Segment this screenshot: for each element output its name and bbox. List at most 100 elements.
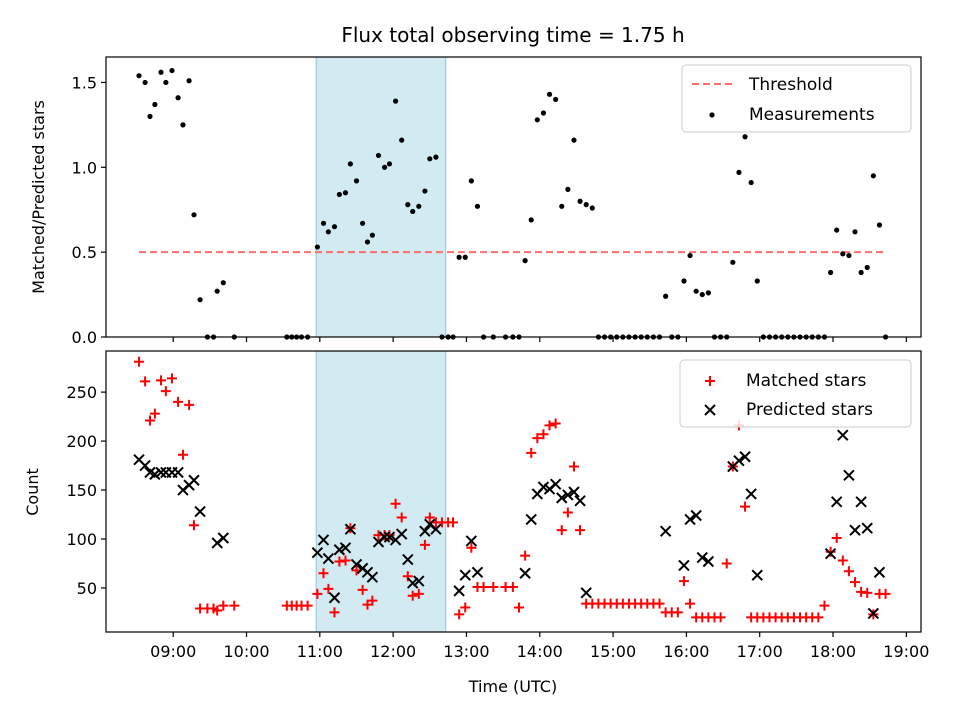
matched-stars-point xyxy=(188,520,199,531)
measurement-point xyxy=(433,154,439,160)
matched-stars-point xyxy=(229,600,240,611)
measurement-point xyxy=(681,278,687,284)
predicted-stars-point xyxy=(194,505,206,518)
matched-stars-point xyxy=(488,581,499,592)
predicted-stars-point xyxy=(402,553,414,566)
matched-stars-point xyxy=(407,590,418,601)
measurement-point xyxy=(742,134,748,140)
measurement-point xyxy=(386,161,393,167)
chart-title: Flux total observing time = 1.75 h xyxy=(341,23,684,47)
measurement-point xyxy=(136,73,142,79)
x-axis-label: Time (UTC) xyxy=(468,677,557,696)
x-tick-label: 15:00 xyxy=(590,642,636,661)
measurement-point xyxy=(427,156,433,162)
shaded-interval xyxy=(315,56,447,338)
measurement-point xyxy=(375,152,382,159)
bottom-panel: 50 100 150 200 250 09:00 10:00 11:00 12:00 13:00 1… xyxy=(66,350,929,661)
measurement-point xyxy=(546,91,553,97)
measurement-point xyxy=(163,79,169,86)
predicted-stars-point xyxy=(867,607,880,620)
measurement-point xyxy=(468,178,474,184)
y-tick-label: 0.0 xyxy=(72,328,97,347)
measurement-point xyxy=(748,179,754,186)
predicted-stars-point xyxy=(830,496,843,508)
measurement-point xyxy=(852,229,858,235)
predicted-stars-point xyxy=(350,558,363,571)
matched-stars-point xyxy=(396,512,407,523)
measurement-point xyxy=(147,113,153,119)
matched-stars-point xyxy=(740,501,751,512)
predicted-stars-point xyxy=(188,474,200,486)
y-tick-label: 200 xyxy=(66,432,97,451)
measurement-point xyxy=(589,205,595,211)
matched-stars-point xyxy=(413,588,424,599)
measurement-point xyxy=(191,212,197,218)
predicted-stars-point xyxy=(824,547,837,560)
measurement-point xyxy=(359,220,366,226)
predicted-stars-point xyxy=(684,513,696,526)
matched-stars-point xyxy=(513,602,524,613)
legend-measurements-swatch xyxy=(709,112,715,118)
x-tick-label: 10:00 xyxy=(223,642,269,661)
predicted-stars-point xyxy=(562,489,574,501)
matched-stars-point xyxy=(177,449,188,460)
measurement-point xyxy=(876,222,883,228)
predicted-stars-point xyxy=(580,587,592,599)
matched-stars-point xyxy=(672,607,683,618)
measurement-point xyxy=(169,67,175,74)
x-tick-label: 09:00 xyxy=(150,642,196,661)
predicted-stars-point xyxy=(659,525,672,537)
matched-stars-point xyxy=(184,399,195,410)
predicted-stars-point xyxy=(311,546,324,559)
predicted-stars-point xyxy=(702,555,715,568)
predicted-stars-point xyxy=(678,559,690,572)
measurement-point xyxy=(577,198,583,204)
legend: Threshold Measurements xyxy=(681,64,912,133)
predicted-stars-point xyxy=(843,469,855,482)
x-tick-label: 18:00 xyxy=(810,642,856,661)
predicted-stars-point xyxy=(395,528,408,540)
measurement-point xyxy=(565,186,571,192)
y-tick-label: 0.5 xyxy=(72,243,97,262)
y-tick-label: 1.0 xyxy=(72,158,97,177)
measurement-point xyxy=(347,161,353,167)
measurement-point xyxy=(142,79,148,86)
matched-stars-point xyxy=(562,507,573,518)
measurement-point xyxy=(320,220,327,226)
matched-stars-point xyxy=(478,581,489,592)
measurement-point xyxy=(336,191,342,198)
measurement-point xyxy=(399,137,405,143)
top-y-axis-label: Matched/Predicted stars xyxy=(29,100,48,294)
measurement-point xyxy=(687,252,693,259)
predicted-stars-point xyxy=(519,567,531,579)
measurement-point xyxy=(540,110,547,116)
matched-stars-point xyxy=(520,550,531,561)
top-panel: 0.0 0.5 1.0 1.5 Threshold Measurements xyxy=(72,56,922,347)
measurement-point xyxy=(474,203,481,209)
matched-stars-point xyxy=(312,588,323,599)
matched-stars-point xyxy=(133,356,144,367)
predicted-stars-point xyxy=(574,495,586,507)
predicted-stars-point xyxy=(739,451,751,463)
measurement-point xyxy=(314,244,320,250)
y-tick-label: 50 xyxy=(77,579,97,598)
predicted-stars-point xyxy=(549,478,562,490)
matched-stars-point xyxy=(144,415,155,426)
matched-stars-point xyxy=(819,600,830,611)
matched-stars-point xyxy=(329,607,340,618)
matched-stars-point xyxy=(173,396,184,407)
measurement-point xyxy=(220,280,226,286)
predicted-stars-point xyxy=(413,575,425,587)
predicted-stars-point xyxy=(465,535,478,547)
matched-stars-point xyxy=(160,386,171,397)
matched-stars-point xyxy=(218,600,229,611)
matched-stars-point xyxy=(323,583,334,594)
x-tick-label: 12:00 xyxy=(370,642,416,661)
matched-stars-point xyxy=(419,539,430,550)
matched-stars-point xyxy=(654,598,665,609)
measurement-point xyxy=(663,293,669,299)
legend-threshold-label: Threshold xyxy=(748,75,833,95)
legend-box xyxy=(679,359,912,428)
predicted-stars-point xyxy=(378,531,391,543)
